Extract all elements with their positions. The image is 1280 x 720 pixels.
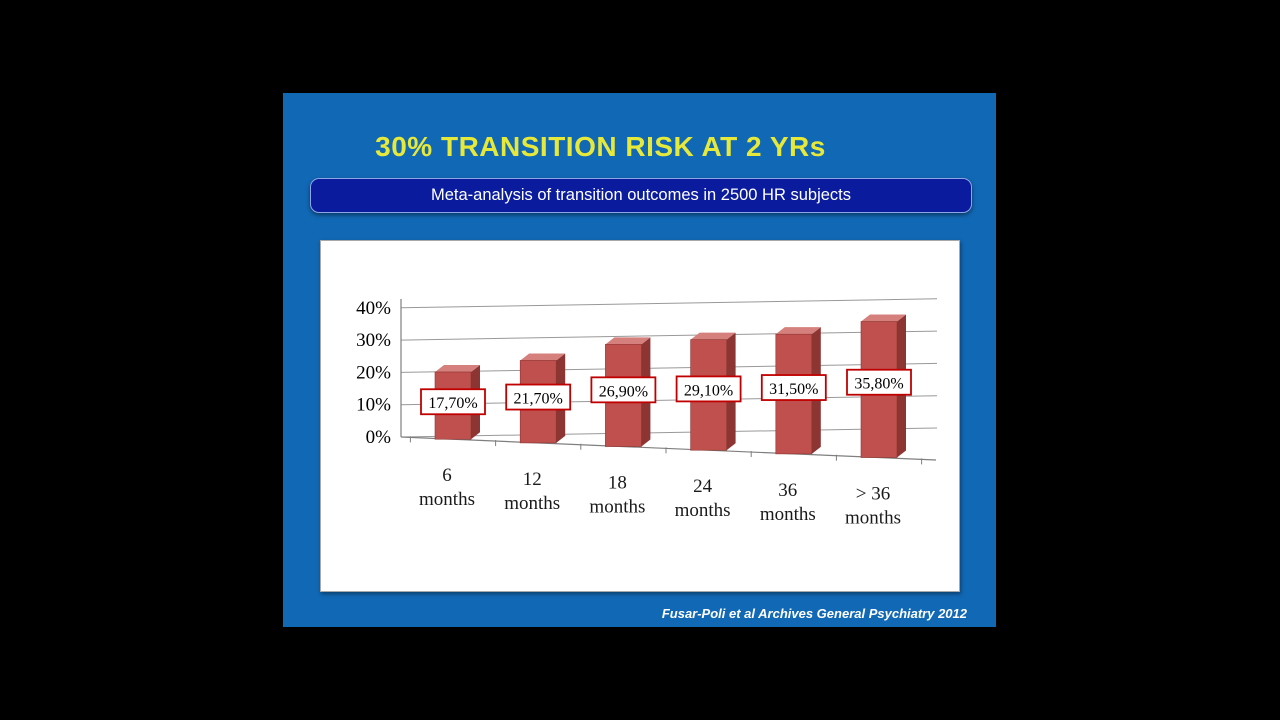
x-category-label-line2: months	[845, 508, 901, 529]
x-category-label-line1: 12	[523, 469, 542, 490]
x-category-label-line2: months	[675, 500, 731, 521]
x-category-label-line1: 24	[693, 476, 713, 497]
x-category-label-line1: 18	[608, 473, 627, 494]
citation: Fusar-Poli et al Archives General Psychi…	[661, 606, 967, 621]
slide: 30% TRANSITION RISK AT 2 YRs Meta-analys…	[283, 93, 996, 627]
gridline	[400, 330, 938, 341]
x-category-label-line2: months	[504, 493, 560, 514]
bar-value-label-box	[420, 388, 486, 416]
x-category-label-line2: months	[760, 504, 816, 525]
x-category-label-line1: 36	[778, 480, 797, 501]
x-axis	[400, 436, 937, 461]
x-category-label-line2: months	[419, 489, 475, 510]
bar-value-label-box	[505, 383, 572, 411]
bar-top-face	[861, 314, 906, 322]
bar-value-label-box	[590, 376, 657, 404]
bar-value-label: 21,70%	[514, 391, 563, 408]
y-tick-label: 10%	[356, 395, 391, 416]
bar-top-face	[435, 364, 480, 372]
bar-value-label-box	[675, 375, 742, 403]
chart-area: 0% 10% 20% 30% 40% 17,70% 21,70% 26,90% 29,10% 31…	[320, 240, 960, 592]
x-category-label-line1: > 36	[856, 484, 890, 505]
bar-value-label-box	[760, 374, 827, 401]
gridline	[400, 427, 938, 438]
x-category-label-line1: 6	[442, 465, 452, 486]
bar-chart-svg: 0% 10% 20% 30% 40% 17,70% 21,70% 26,90% 29,10% 31…	[356, 298, 938, 529]
y-tick-label: 30%	[356, 330, 391, 351]
x-category-label-line2: months	[589, 497, 645, 518]
bar-top-face	[605, 337, 651, 345]
bar-value-label-box	[846, 368, 912, 396]
bar-value-label: 31,50%	[769, 381, 818, 398]
gridline	[400, 298, 938, 309]
y-tick-label: 40%	[356, 298, 391, 319]
gridline	[400, 362, 938, 373]
bar-value-label: 29,10%	[684, 382, 733, 399]
y-tick-label: 20%	[356, 362, 391, 383]
bar-top-face	[690, 332, 736, 340]
bar-value-label: 35,80%	[854, 376, 903, 393]
bar-top-face	[520, 353, 566, 361]
bar-value-label: 17,70%	[428, 395, 477, 412]
banner: Meta-analysis of transition outcomes in …	[310, 178, 972, 213]
banner-text: Meta-analysis of transition outcomes in …	[430, 186, 852, 204]
bar-top-face	[775, 327, 821, 335]
gridline	[400, 395, 938, 406]
y-tick-label: 0%	[366, 427, 392, 448]
bar-value-label: 26,90%	[599, 383, 648, 400]
slide-title: 30% TRANSITION RISK AT 2 YRs	[375, 131, 826, 162]
